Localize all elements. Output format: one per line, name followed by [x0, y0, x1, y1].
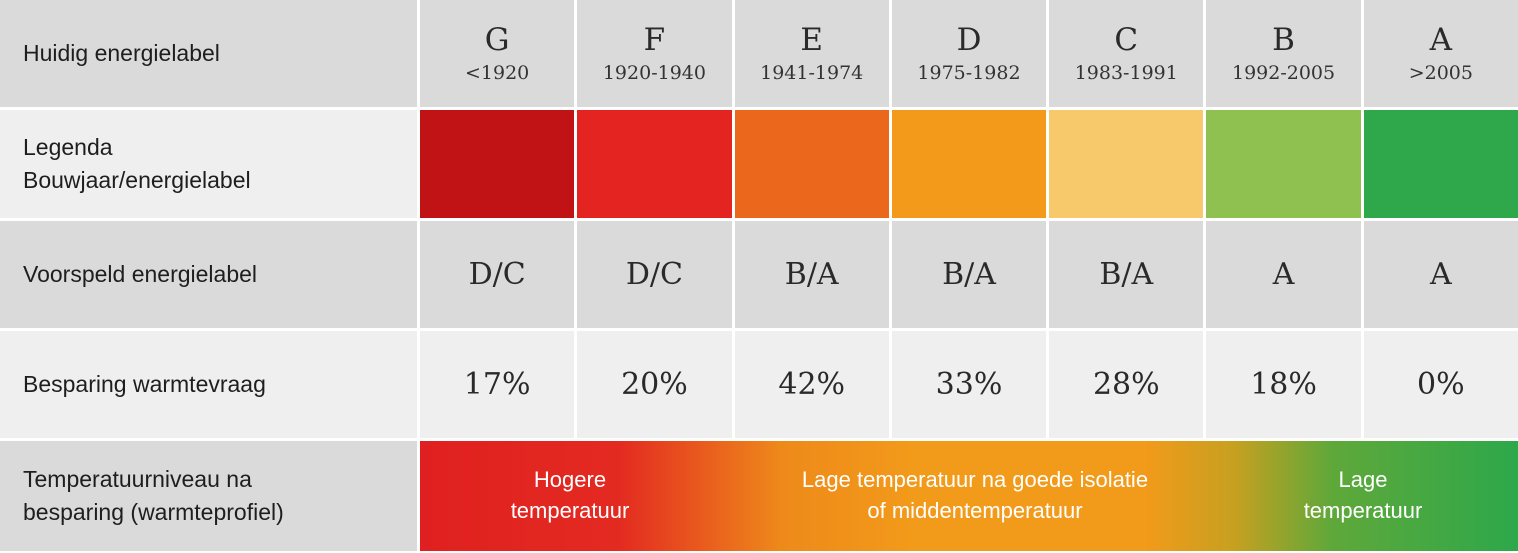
legend-swatch-f — [577, 110, 732, 218]
temperature-line: temperatuur — [510, 498, 630, 523]
predicted-label-value: D/C — [420, 221, 575, 328]
temperature-line: Hogere — [533, 467, 607, 493]
row-header-line: Bouwjaar/energielabel — [23, 167, 251, 193]
label-year: <1920 — [465, 61, 530, 84]
heat-saving-value: 18% — [1206, 331, 1361, 438]
label-cell-c: C 1983-1991 — [1049, 0, 1204, 107]
label-letter: E — [800, 22, 824, 59]
temperature-line: Lage temperatuur na goede isolatie — [801, 467, 1149, 493]
heat-saving-value: 0% — [1363, 331, 1518, 438]
legend-swatch-e — [734, 110, 889, 218]
row-header-text: Huidig energielabel — [23, 39, 220, 66]
label-letter: B — [1272, 22, 1295, 59]
row-header-current-label: Huidig energielabel — [0, 0, 417, 107]
label-cell-b: B 1992-2005 — [1206, 0, 1361, 107]
temperature-line: Lage — [1338, 467, 1388, 493]
label-cell-f: F 1920-1940 — [577, 0, 732, 107]
predicted-label-value: A — [1363, 221, 1518, 328]
row-header-text: Besparing warmtevraag — [23, 370, 266, 397]
label-letter: C — [1114, 22, 1139, 59]
label-letter: F — [643, 22, 666, 59]
heat-saving-value: 20% — [577, 331, 732, 438]
mid-temperature-text: Lage temperatuur na goede isolatie of mi… — [755, 441, 1195, 551]
label-letter: D — [956, 22, 982, 59]
legend-swatch-g — [420, 110, 575, 218]
label-cell-g: G <1920 — [420, 0, 575, 107]
predicted-label-value: B/A — [1049, 221, 1204, 328]
label-year: 1983-1991 — [1074, 61, 1178, 84]
legend-swatch-d — [891, 110, 1047, 218]
row-header-text: Legenda Bouwjaar/energielabel — [23, 131, 251, 198]
heat-saving-value: 17% — [420, 331, 575, 438]
label-year: 1941-1974 — [760, 61, 864, 84]
label-year: 1992-2005 — [1231, 61, 1336, 84]
label-year: >2005 — [1408, 61, 1473, 84]
label-year: 1975-1982 — [917, 61, 1021, 84]
row-header-text: Temperatuurniveau na besparing (warmtepr… — [23, 463, 284, 530]
row-header-line: besparing (warmteprofiel) — [23, 499, 284, 525]
row-header-temperature-level: Temperatuurniveau na besparing (warmtepr… — [0, 441, 417, 551]
predicted-label-value: B/A — [734, 221, 889, 328]
row-header-line: Temperatuurniveau na — [23, 465, 252, 492]
low-temperature-text: Lage temperatuur — [1208, 441, 1518, 551]
legend-swatch-a — [1363, 110, 1518, 218]
temperature-gradient-bar: Hogere temperatuur Lage temperatuur na g… — [420, 441, 1518, 551]
heat-saving-value: 33% — [891, 331, 1047, 438]
label-cell-a: A >2005 — [1363, 0, 1518, 107]
row-header-heat-saving: Besparing warmtevraag — [0, 331, 417, 438]
legend-swatch-c — [1049, 110, 1204, 218]
label-year: 1920-1940 — [602, 61, 706, 84]
temperature-line: of middentemperatuur — [867, 498, 1083, 523]
row-header-legend: Legenda Bouwjaar/energielabel — [0, 110, 417, 218]
row-header-line: Legenda — [23, 133, 113, 160]
temperature-line: temperatuur — [1303, 498, 1423, 523]
row-header-text: Voorspeld energielabel — [23, 260, 258, 287]
label-cell-e: E 1941-1974 — [734, 0, 889, 107]
label-letter: A — [1429, 22, 1453, 59]
predicted-label-value: D/C — [577, 221, 732, 328]
legend-swatch-b — [1206, 110, 1361, 218]
predicted-label-value: A — [1206, 221, 1361, 328]
high-temperature-text: Hogere temperatuur — [420, 441, 720, 551]
heat-saving-value: 42% — [734, 331, 889, 438]
heat-saving-value: 28% — [1049, 331, 1204, 438]
label-cell-d: D 1975-1982 — [891, 0, 1047, 107]
label-letter: G — [484, 22, 510, 59]
row-header-predicted-label: Voorspeld energielabel — [0, 221, 417, 328]
predicted-label-value: B/A — [891, 221, 1047, 328]
